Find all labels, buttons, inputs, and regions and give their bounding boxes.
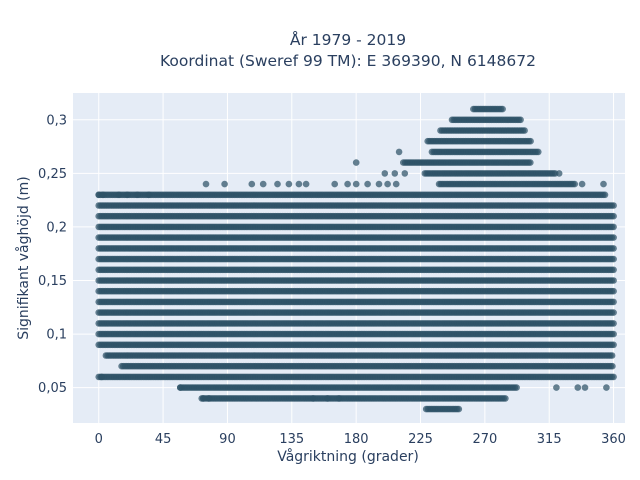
data-point (610, 341, 617, 349)
data-point (610, 234, 617, 241)
data-point (610, 320, 617, 327)
data-point (513, 384, 520, 391)
data-point (610, 309, 617, 316)
data-point (610, 330, 617, 338)
data-point (609, 362, 616, 370)
data-point (610, 255, 617, 263)
data-point (608, 352, 616, 359)
data-point (610, 223, 617, 231)
data-point (455, 405, 463, 413)
data-point (610, 373, 617, 381)
data-point (610, 245, 617, 252)
data-point (502, 395, 509, 402)
data-point (610, 277, 617, 284)
data-point (610, 287, 617, 295)
data-point (610, 266, 617, 274)
data-points (95, 105, 617, 413)
data-point (610, 298, 617, 306)
